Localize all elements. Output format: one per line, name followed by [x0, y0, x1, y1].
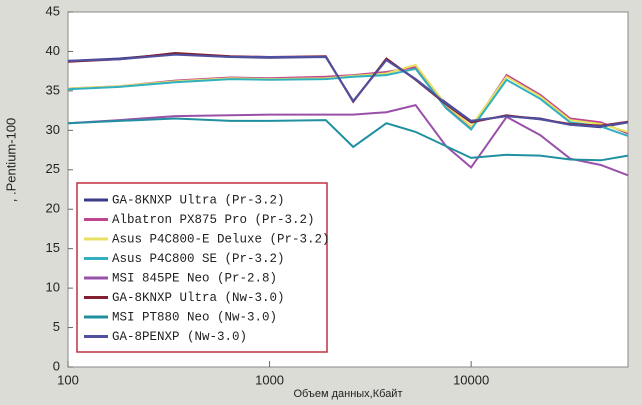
- legend-box: [76, 182, 328, 353]
- y-axis-label: , .Pentium-100: [3, 118, 18, 203]
- series-line: [67, 117, 629, 162]
- y-tick-label: 40: [46, 43, 60, 58]
- y-tick-label: 25: [46, 161, 60, 176]
- y-tick-label: 45: [46, 3, 60, 18]
- legend-label: Asus P4C800 SE (Pr-3.2): [112, 252, 285, 266]
- legend-label: GA-8KNXP Ultra (Pr-3.2): [112, 193, 285, 207]
- legend-label: MSI PT880 Neo (Nw-3.0): [112, 310, 277, 324]
- legend-label: Albatron PX875 Pro (Pr-3.2): [112, 213, 315, 227]
- series-line: [67, 67, 629, 137]
- x-axis-label: Объем данных,Кбайт: [293, 388, 402, 400]
- legend-label: Asus P4C800-E Deluxe (Pr-3.2): [112, 232, 330, 246]
- y-tick-label: 15: [46, 240, 60, 255]
- series-line: [67, 103, 629, 177]
- y-tick-label: 10: [46, 280, 60, 295]
- series-line: [67, 53, 629, 128]
- y-tick-label: 30: [46, 122, 60, 137]
- y-tick-label: 5: [53, 319, 60, 334]
- x-tick-label: 1000: [255, 372, 284, 387]
- legend-label: MSI 845PE Neo (Pr-2.8): [112, 271, 277, 285]
- y-tick-label: 35: [46, 82, 60, 97]
- y-tick-label: 0: [53, 358, 60, 373]
- y-tick-label: 20: [46, 201, 60, 216]
- x-tick-label: 100: [57, 372, 79, 387]
- legend-label: GA-8PENXP (Nw-3.0): [112, 330, 247, 344]
- legend-label: GA-8KNXP Ultra (Nw-3.0): [112, 291, 285, 305]
- x-tick-label: 10000: [453, 372, 489, 387]
